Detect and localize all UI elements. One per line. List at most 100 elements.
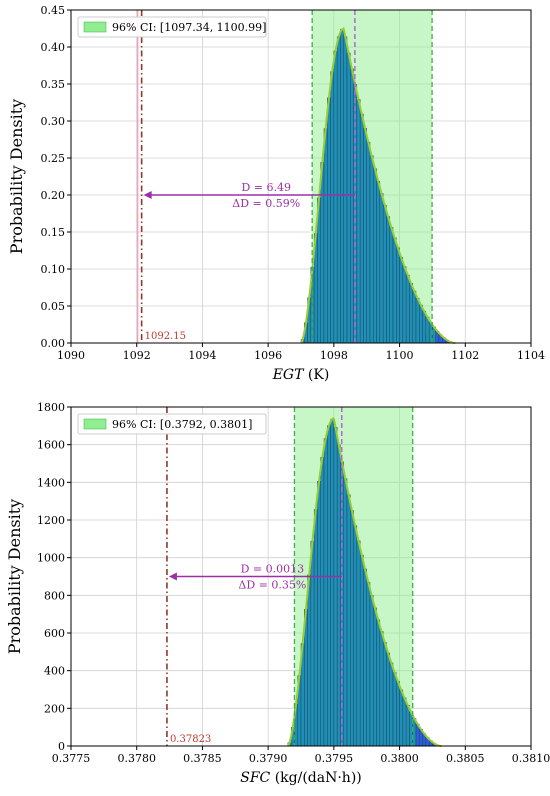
histogram-bar xyxy=(389,227,394,344)
legend-swatch xyxy=(83,418,107,430)
x-axis-label: SFC (kg/(daN·h)) xyxy=(240,770,362,786)
x-tick-label: 1104 xyxy=(517,349,545,362)
x-axis-variable: SFC xyxy=(240,770,270,786)
histogram-bar xyxy=(369,595,374,747)
y-tick-label: 0.35 xyxy=(41,78,66,91)
histogram-bar xyxy=(422,311,427,344)
x-tick-label: 1102 xyxy=(451,349,479,362)
histogram-bar xyxy=(376,619,381,747)
y-axis-label: Probability Density xyxy=(7,99,26,254)
y-tick-label: 400 xyxy=(44,665,65,678)
histogram-bar xyxy=(359,113,364,344)
y-tick-label: 1000 xyxy=(37,552,65,565)
histogram-bar xyxy=(350,68,354,344)
x-tick-label: 1096 xyxy=(254,349,282,362)
histogram-bar xyxy=(359,554,364,747)
legend-box xyxy=(77,413,267,435)
chart-panel-sfc: 0.37823 D = 0.0013 ΔD = 0.35% 0.3775 0.3780 0… xyxy=(5,401,550,786)
x-tick-label: 1090 xyxy=(57,349,85,362)
x-tick-label: 0.3795 xyxy=(315,752,354,765)
y-tick-label: 1800 xyxy=(37,401,65,414)
histogram-bar xyxy=(336,36,341,344)
y-tick-label: 0.30 xyxy=(41,115,66,128)
legend-label: 96% CI: [1097.34, 1100.99] xyxy=(112,21,266,34)
histogram-bar xyxy=(307,574,312,747)
histogram-bar xyxy=(320,162,325,344)
histogram-bar xyxy=(327,97,331,344)
histogram-bar xyxy=(317,481,321,747)
y-tick-label: 0.15 xyxy=(41,226,66,239)
legend-box xyxy=(77,16,267,38)
y-tick-label: 200 xyxy=(44,702,65,715)
histogram-bar xyxy=(399,257,404,344)
y-tick-label: 0.05 xyxy=(41,300,66,313)
difference-annotation: D = 6.49 xyxy=(241,181,291,194)
legend-swatch xyxy=(83,21,107,33)
histogram-bar xyxy=(382,642,387,747)
y-axis-label: Probability Density xyxy=(5,499,24,654)
histogram-bar xyxy=(330,71,335,344)
histogram-bar xyxy=(310,540,315,747)
kde-curve xyxy=(287,417,442,747)
x-tick-label: 1098 xyxy=(320,349,348,362)
histogram-bar xyxy=(330,418,335,747)
x-tick-label: 0.3810 xyxy=(512,752,550,765)
histogram-bar xyxy=(402,266,407,344)
histogram-bar xyxy=(346,494,351,747)
histogram-bar xyxy=(405,705,410,747)
histogram-bar xyxy=(399,689,404,747)
histogram-bar xyxy=(373,168,377,344)
axes-frame xyxy=(70,406,532,747)
chart-panel-egt: 1092.15 D = 6.49 ΔD = 0.59% 1090 1092 1094 109… xyxy=(7,4,545,383)
x-tick-label: 1094 xyxy=(188,349,216,362)
reference-value-label: 1092.15 xyxy=(145,331,186,342)
y-tick-label: 0.25 xyxy=(41,152,66,165)
histogram-bar xyxy=(386,216,390,344)
y-tick-label: 0 xyxy=(58,740,65,753)
histogram-bar xyxy=(405,274,410,344)
x-tick-label: 0.3780 xyxy=(117,752,156,765)
relative-difference-annotation: ΔD = 0.35% xyxy=(238,579,306,592)
histogram-bar xyxy=(333,50,338,344)
histogram-bar xyxy=(409,283,413,344)
axes-frame xyxy=(70,9,532,344)
histogram-bar xyxy=(363,568,367,747)
y-tick-label: 0.20 xyxy=(41,189,66,202)
histogram-bar xyxy=(373,607,377,747)
x-tick-label: 0.3800 xyxy=(380,752,419,765)
histogram-bar xyxy=(340,29,344,344)
histogram-bar xyxy=(396,247,400,344)
histogram-bar xyxy=(333,427,338,747)
x-tick-label: 1092 xyxy=(123,349,151,362)
x-tick-label: 0.3775 xyxy=(52,752,91,765)
x-tick-label: 0.3785 xyxy=(183,752,222,765)
x-axis-label: EGT (K) xyxy=(272,367,330,383)
histogram-bar xyxy=(419,304,423,344)
histogram-bar xyxy=(382,204,387,344)
y-tick-label: 0.45 xyxy=(41,4,66,17)
y-tick-label: 1200 xyxy=(37,514,65,527)
x-tick-label: 0.3790 xyxy=(249,752,288,765)
legend-label: 96% CI: [0.3792, 0.3801] xyxy=(112,418,252,431)
histogram-bar xyxy=(327,425,331,747)
histogram-bar xyxy=(392,237,397,344)
histogram-bar xyxy=(386,652,390,747)
histogram-bar xyxy=(343,36,348,344)
histogram-bar xyxy=(392,672,397,747)
x-axis-variable: EGT xyxy=(272,367,305,383)
x-axis-unit: (kg/(daN·h)) xyxy=(270,770,362,786)
y-tick-label: 800 xyxy=(44,589,65,602)
y-tick-label: 1600 xyxy=(37,439,65,452)
y-tick-label: 600 xyxy=(44,627,65,640)
histogram-bar xyxy=(346,52,351,344)
histogram-bar xyxy=(356,99,361,344)
histogram-bar xyxy=(323,128,328,344)
histogram-bar xyxy=(412,290,417,344)
histogram-bar xyxy=(389,662,394,747)
difference-arrow-head xyxy=(143,191,152,199)
kde-curve xyxy=(300,27,456,344)
histogram-bar xyxy=(402,697,407,747)
difference-annotation: D = 0.0013 xyxy=(241,563,305,576)
y-tick-label: 1400 xyxy=(37,476,65,489)
